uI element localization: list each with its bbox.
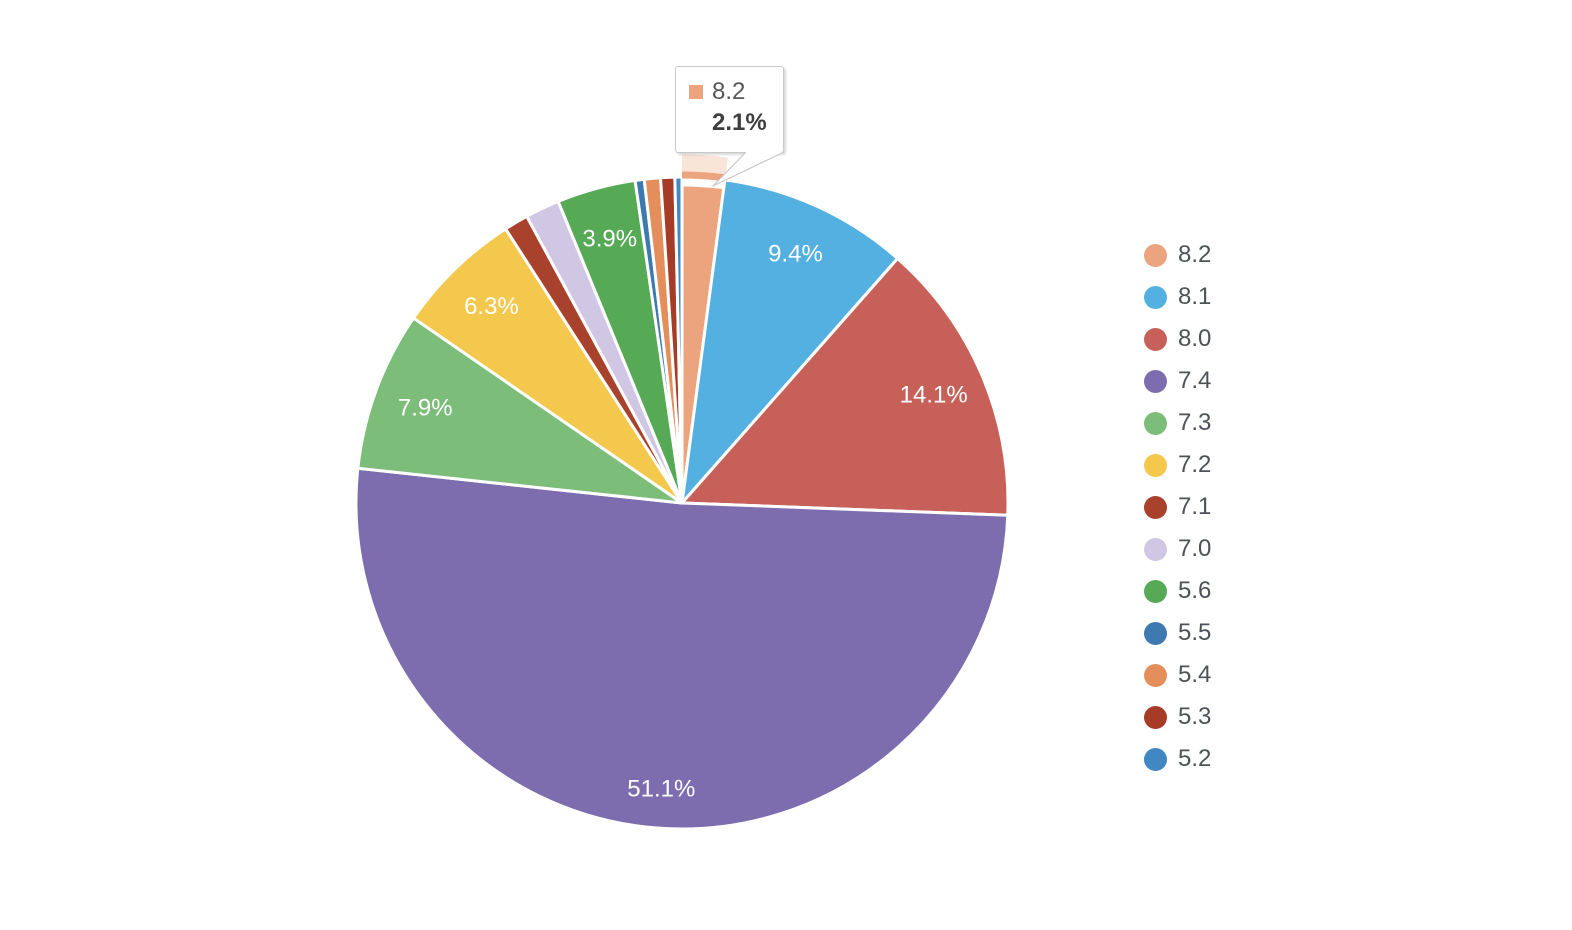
pie-slice-7.2[interactable] <box>412 227 684 505</box>
tooltip-header: 8.2 <box>689 80 783 104</box>
legend-swatch <box>1144 705 1167 729</box>
tooltip-series-label: 8.2 <box>712 78 746 105</box>
legend-swatch <box>1144 243 1167 267</box>
slice-label-7.2: 6.3% <box>464 293 519 320</box>
legend-swatch <box>1144 663 1167 687</box>
tooltip-value: 2.1% <box>712 109 767 136</box>
legend-label: 5.3 <box>1178 703 1212 730</box>
tooltip: 8.2 2.1% <box>675 66 784 153</box>
legend-swatch <box>1144 495 1167 519</box>
legend-label: 5.4 <box>1178 661 1212 688</box>
slice-label-7.4: 51.1% <box>627 776 695 803</box>
legend-item-7.4[interactable]: 7.4 <box>1144 360 1211 402</box>
legend-item-7.3[interactable]: 7.3 <box>1144 402 1211 444</box>
slice-label-5.6: 3.9% <box>582 225 637 252</box>
legend-item-7.0[interactable]: 7.0 <box>1144 528 1211 570</box>
legend-swatch <box>1144 411 1167 435</box>
legend-swatch <box>1144 747 1167 771</box>
legend-item-7.1[interactable]: 7.1 <box>1144 486 1211 528</box>
slice-label-8.1: 9.4% <box>768 240 823 267</box>
legend: 8.2 8.1 8.0 7.4 7.3 7.2 7.1 7.0 5.6 5.5 5.4 5.3 5.2 <box>1144 234 1211 780</box>
legend-item-7.2[interactable]: 7.2 <box>1144 444 1211 486</box>
legend-label: 8.1 <box>1178 283 1212 310</box>
legend-item-8.2[interactable]: 8.2 <box>1144 234 1211 276</box>
legend-item-5.6[interactable]: 5.6 <box>1144 570 1211 612</box>
legend-label: 7.4 <box>1178 367 1212 394</box>
legend-item-5.3[interactable]: 5.3 <box>1144 696 1211 738</box>
pie-slice-7.3[interactable] <box>356 316 684 505</box>
pie-slice-7.4[interactable] <box>354 466 1010 831</box>
selected-slice-halo <box>681 177 725 190</box>
legend-label: 8.0 <box>1178 325 1212 352</box>
legend-swatch <box>1144 579 1167 603</box>
pie-slice-5.2[interactable] <box>673 175 684 505</box>
legend-swatch <box>1144 327 1167 351</box>
legend-swatch <box>1144 369 1167 393</box>
legend-swatch <box>1144 285 1167 309</box>
pie-slice-8.1[interactable] <box>680 178 900 505</box>
legend-swatch <box>1144 537 1167 561</box>
legend-swatch <box>1144 453 1167 477</box>
legend-label: 5.5 <box>1178 619 1212 646</box>
legend-item-8.0[interactable]: 8.0 <box>1144 318 1211 360</box>
legend-label: 7.3 <box>1178 409 1212 436</box>
tooltip-pointer <box>712 151 785 187</box>
legend-item-5.4[interactable]: 5.4 <box>1144 654 1211 696</box>
legend-item-5.5[interactable]: 5.5 <box>1144 612 1211 654</box>
legend-label: 8.2 <box>1178 241 1212 268</box>
legend-label: 5.2 <box>1178 745 1212 772</box>
tooltip-swatch <box>689 85 703 99</box>
legend-item-8.1[interactable]: 8.1 <box>1144 276 1211 318</box>
legend-label: 7.0 <box>1178 535 1212 562</box>
legend-label: 7.2 <box>1178 451 1212 478</box>
legend-label: 5.6 <box>1178 577 1212 604</box>
legend-swatch <box>1144 621 1167 645</box>
legend-label: 7.1 <box>1178 493 1212 520</box>
slice-label-8.0: 14.1% <box>900 382 968 409</box>
selected-slice-halo <box>681 154 728 175</box>
slice-label-7.3: 7.9% <box>398 394 453 421</box>
pie-slice-8.0[interactable] <box>680 256 1010 517</box>
legend-item-5.2[interactable]: 5.2 <box>1144 738 1211 780</box>
